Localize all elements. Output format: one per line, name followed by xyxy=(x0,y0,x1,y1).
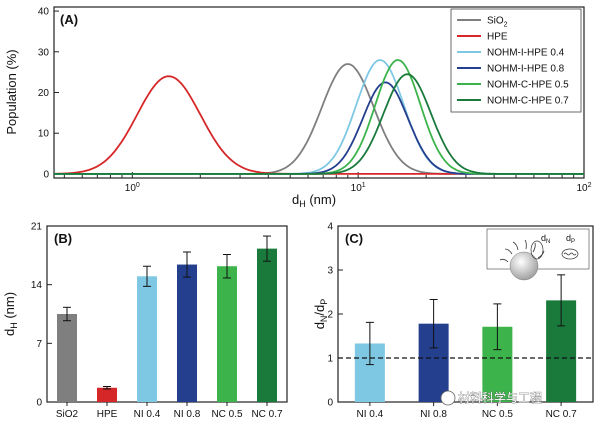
b-xtick-label: NC 0.7 xyxy=(251,409,283,420)
panel-c-ticks: 0 1 2 3 4 NI 0.4 NI 0.8 NC 0.5 NC 0.7 xyxy=(327,222,577,421)
inset-dn-circle xyxy=(530,240,544,260)
legend-frame xyxy=(450,8,582,113)
watermark: 材料科学与工程 xyxy=(440,390,542,406)
b-ytick-label: 7 xyxy=(36,339,42,350)
c-ytick-label: 1 xyxy=(327,354,333,365)
legend-label: NOHM-C-HPE 0.5 xyxy=(487,80,569,91)
a-ytick-label: 0 xyxy=(43,169,49,180)
b-xtick-label: SiO2 xyxy=(56,409,79,420)
bar xyxy=(217,266,237,402)
panel-a-ylabel: Population (%) xyxy=(4,49,19,134)
inset-dp-coil xyxy=(563,252,577,256)
panel-c-label: (C) xyxy=(345,231,363,246)
c-ytick-label: 0 xyxy=(327,398,333,409)
b-xtick-label: HPE xyxy=(97,409,118,420)
c-ytick-label: 3 xyxy=(327,266,333,277)
c-xtick-label: NC 0.5 xyxy=(482,409,514,420)
a-ytick-label: 40 xyxy=(38,7,50,18)
bar xyxy=(97,387,117,402)
legend-label: NOHM-I-HPE 0.4 xyxy=(487,48,565,59)
c-xtick-label: NI 0.8 xyxy=(420,409,447,420)
b-xtick-label: NC 0.5 xyxy=(211,409,243,420)
panel-a: (A) 0 10 20 30 40 100 101 102 Population (%) dH… xyxy=(4,6,592,209)
b-ytick-label: 0 xyxy=(36,398,42,409)
bar xyxy=(137,276,157,402)
panel-a-lines xyxy=(54,59,584,175)
b-xtick-label: NI 0.4 xyxy=(134,409,161,420)
nanoparticle-schematic-inset: dN dP xyxy=(486,228,590,281)
panel-b: (B) 0 7 14 21 SiO2 HPE NI 0.4 NI 0.8 NC 0.5 NC 0.… xyxy=(2,222,288,421)
inset-dp-circle xyxy=(561,248,579,260)
panel-b-ticks: 0 7 14 21 SiO2 HPE NI 0.4 NI 0.8 NC 0.5 NC 0.7 xyxy=(31,222,283,421)
watermark-icon xyxy=(440,390,456,406)
panel-b-label: (B) xyxy=(54,231,72,246)
c-ytick-label: 2 xyxy=(327,310,333,321)
c-ytick-label: 4 xyxy=(327,222,333,233)
inset-label-dp: dP xyxy=(566,233,575,245)
legend-label: HPE xyxy=(487,32,508,43)
a-ytick-label: 10 xyxy=(38,129,50,140)
legend-label: NOHM-C-HPE 0.7 xyxy=(487,96,569,107)
watermark-text: 材料科学与工程 xyxy=(458,390,542,405)
panel-c-ylabel: dN/dP xyxy=(312,299,329,330)
a-xtick-label: 100 xyxy=(125,182,140,194)
legend-label: NOHM-I-HPE 0.8 xyxy=(487,64,565,75)
b-ytick-label: 21 xyxy=(31,222,43,233)
bar xyxy=(257,248,277,402)
legend-entries: SiO2 HPE NOHM-I-HPE 0.4 NOHM-I-HPE 0.8 NOHM-… xyxy=(457,16,569,107)
panel-a-legend: SiO2 HPE NOHM-I-HPE 0.4 NOHM-I-HPE 0.8 NOHM-… xyxy=(450,8,582,113)
panel-a-label: (A) xyxy=(60,12,78,27)
inset-corona-strands xyxy=(499,239,545,263)
b-xtick-label: NI 0.8 xyxy=(174,409,201,420)
panel-a-xlabel: dH (nm) xyxy=(292,192,336,209)
inset-frame xyxy=(486,228,590,270)
inset-particle-core xyxy=(509,251,539,281)
series-line xyxy=(54,73,584,175)
a-ytick-label: 20 xyxy=(38,88,50,99)
panel-b-frame xyxy=(46,225,288,403)
a-xtick-label: 102 xyxy=(576,182,591,194)
c-xtick-label: NC 0.7 xyxy=(546,409,578,420)
c-xtick-label: NI 0.4 xyxy=(357,409,384,420)
bar xyxy=(57,314,77,402)
legend-label: SiO2 xyxy=(487,16,508,29)
a-ytick-label: 30 xyxy=(38,47,50,58)
b-ytick-label: 14 xyxy=(31,280,43,291)
a-xtick-label: 101 xyxy=(351,182,366,194)
inset-label-dn: dN xyxy=(541,233,550,245)
bar xyxy=(177,264,197,402)
panel-b-ylabel: dH (nm) xyxy=(2,292,19,336)
panel-b-bars xyxy=(57,235,277,402)
panel-c-bars xyxy=(338,274,593,402)
